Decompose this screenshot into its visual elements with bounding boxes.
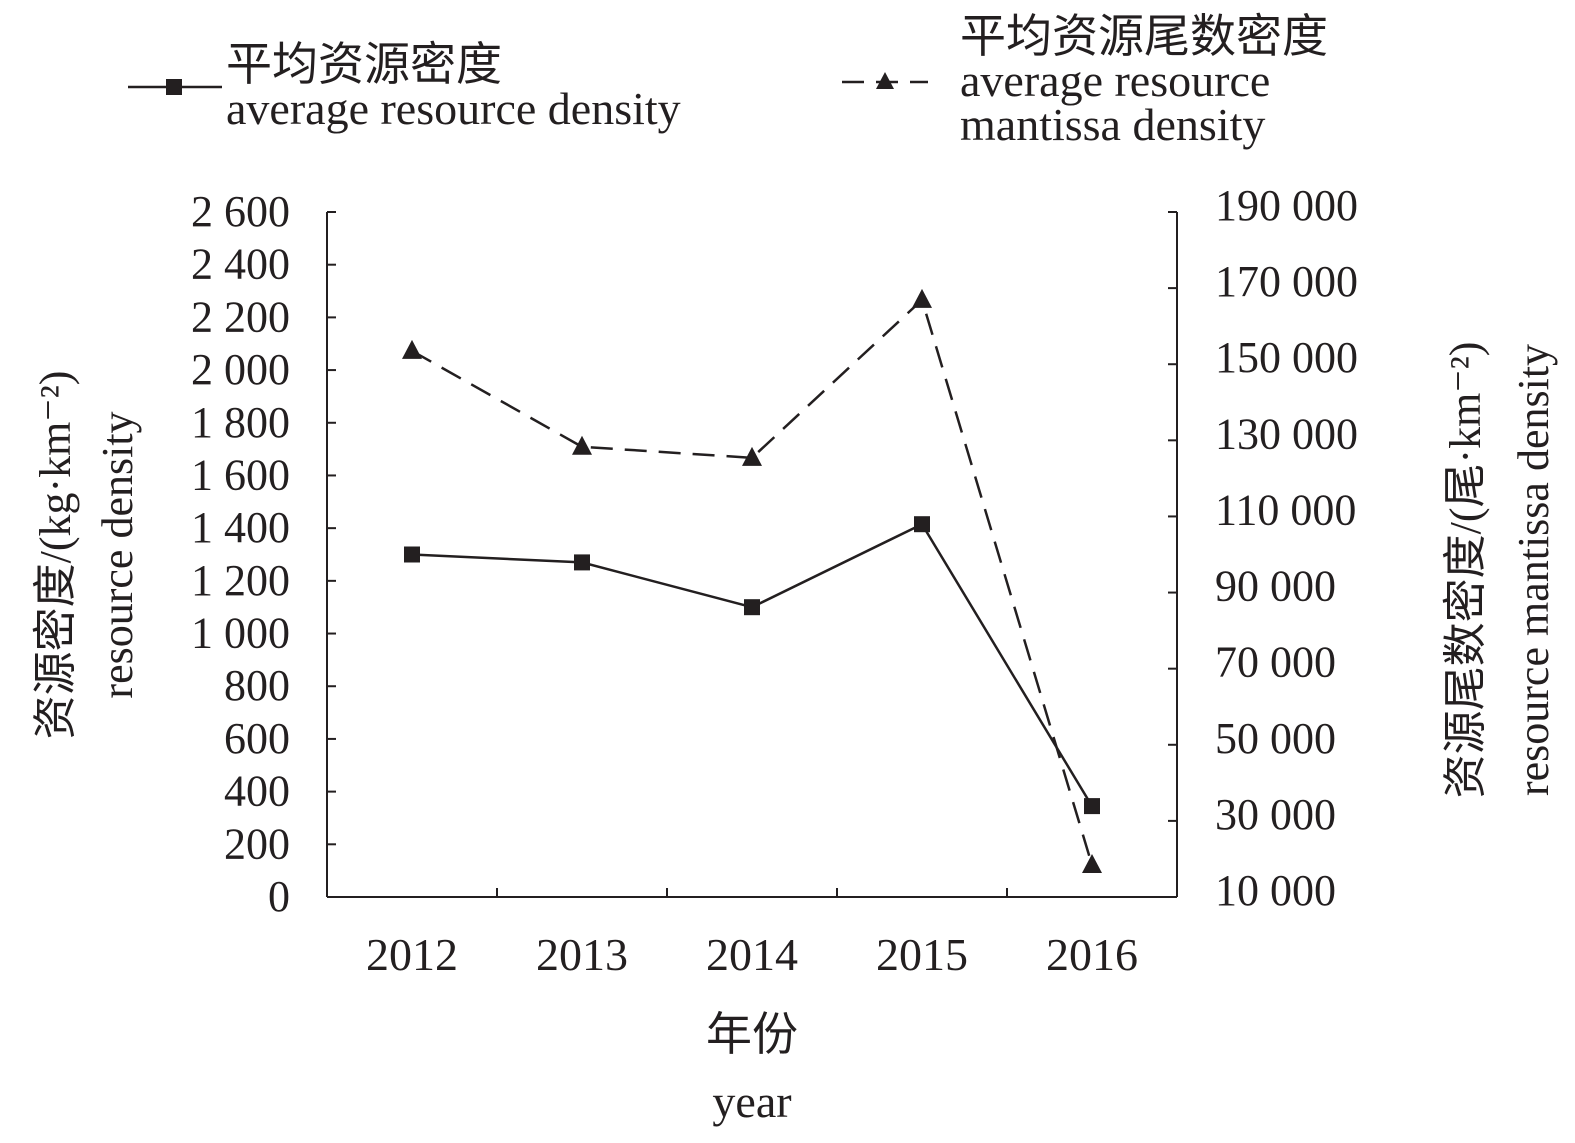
legend-series1-en: average resource density (226, 83, 681, 134)
x-axis-title-en: year (712, 1076, 791, 1127)
legend-series1-cn: 平均资源密度 (226, 39, 502, 90)
x-tick-label: 2014 (706, 929, 798, 980)
left-tick-label: 400 (224, 767, 290, 816)
left-tick-label: 600 (224, 714, 290, 763)
right-axis-title-cn: 资源尾数密度/(尾·km⁻²) (1441, 342, 1490, 799)
data-point-triangle (912, 288, 932, 308)
x-axis-title-cn: 年份 (706, 1009, 798, 1060)
left-tick-label: 1 000 (191, 609, 290, 658)
data-point-triangle (402, 339, 422, 359)
x-tick-label: 2016 (1046, 929, 1138, 980)
data-point-square (574, 554, 590, 571)
right-tick-label: 30 000 (1215, 790, 1336, 839)
data-point-square (404, 546, 420, 563)
legend-series2-en-line2: mantissa density (960, 99, 1265, 150)
left-tick-label: 200 (224, 819, 290, 868)
x-tick-label: 2015 (876, 929, 968, 980)
right-tick-label: 50 000 (1215, 714, 1336, 763)
legend-series2-cn: 平均资源尾数密度 (960, 11, 1328, 62)
series-line-1 (411, 522, 1094, 807)
left-tick-label: 0 (268, 872, 290, 921)
left-tick-label: 2 200 (191, 292, 290, 341)
legend-square-marker (166, 79, 182, 95)
right-tick-label: 190 000 (1215, 181, 1358, 230)
x-tick-label: 2013 (536, 929, 628, 980)
left-axis-title-cn: 资源密度/(kg·km⁻²) (31, 371, 80, 740)
left-tick-label: 1 600 (191, 450, 290, 499)
left-tick-label: 2 400 (191, 240, 290, 289)
left-tick-label: 1 800 (191, 398, 290, 447)
series-line-2 (411, 297, 1094, 866)
left-axis-title-en: resource density (93, 411, 142, 698)
left-tick-label: 1 200 (191, 556, 290, 605)
right-tick-label: 10 000 (1215, 866, 1336, 915)
data-point-square (744, 599, 760, 616)
data-point-triangle (1082, 854, 1102, 874)
x-tick-label: 2012 (366, 929, 458, 980)
right-tick-label: 150 000 (1215, 333, 1358, 382)
legend: 平均资源密度 average resource density 平均资源尾数密度… (128, 11, 1328, 150)
left-tick-label: 1 400 (191, 503, 290, 552)
right-tick-label: 90 000 (1215, 562, 1336, 611)
left-tick-label: 2 000 (191, 345, 290, 394)
right-tick-label: 110 000 (1215, 485, 1356, 534)
right-tick-label: 170 000 (1215, 257, 1358, 306)
legend-triangle-marker (876, 72, 894, 89)
legend-series2-en-line1: average resource (960, 55, 1270, 106)
data-point-triangle (572, 435, 592, 455)
right-tick-label: 130 000 (1215, 409, 1358, 458)
data-point-square (914, 516, 930, 533)
data-point-square (1084, 798, 1100, 815)
left-tick-label: 2 600 (191, 187, 290, 236)
left-tick-label: 800 (224, 661, 290, 710)
right-tick-label: 70 000 (1215, 638, 1336, 687)
right-axis-title-en: resource mantissa density (1509, 344, 1558, 796)
data-point-triangle (742, 446, 762, 466)
